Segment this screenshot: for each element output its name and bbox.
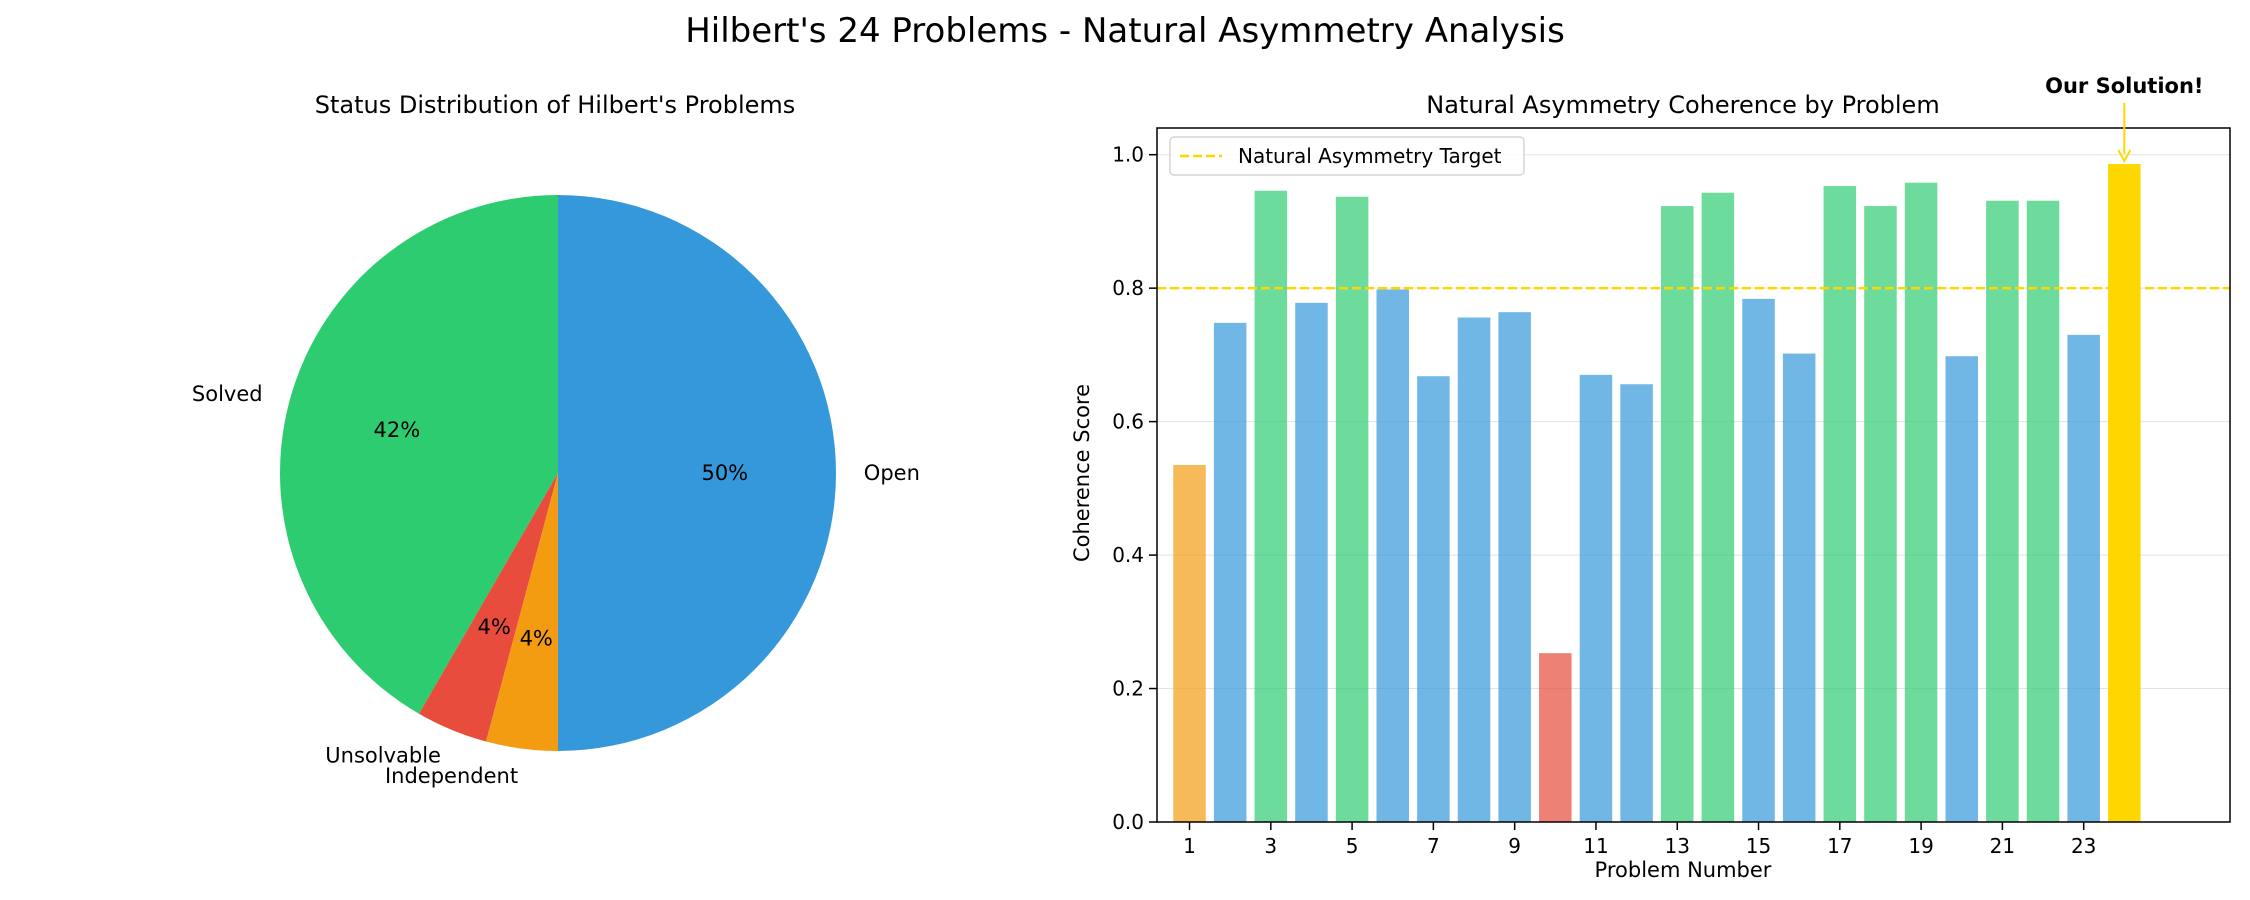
figure-title: Hilbert's 24 Problems - Natural Asymmetr…: [685, 11, 1565, 51]
pie-label-independent: Independent: [385, 764, 518, 788]
bar-problem-12: [1620, 384, 1653, 822]
bar-problem-18: [1864, 206, 1897, 822]
y-tick-label: 0.6: [1112, 410, 1144, 434]
y-tick-label: 1.0: [1112, 143, 1144, 167]
x-tick-label: 19: [1908, 834, 1933, 858]
bar-problem-4: [1295, 302, 1328, 823]
pie-slices: [280, 195, 836, 751]
bar-problem-20: [1945, 356, 1979, 822]
bar-problem-13: [1660, 206, 1694, 822]
pie-slice-open: [558, 195, 836, 751]
x-axis-label: Problem Number: [1595, 858, 1772, 882]
pie-label-unsolvable: Unsolvable: [325, 744, 441, 768]
pie-chart: Status Distribution of Hilbert's Problem…: [192, 91, 920, 788]
bar-chart-title: Natural Asymmetry Coherence by Problem: [1426, 91, 1939, 119]
bar-series: [1173, 164, 2141, 823]
x-tick-label: 13: [1665, 834, 1690, 858]
bar-problem-9: [1498, 312, 1531, 822]
x-tick-label: 11: [1583, 834, 1608, 858]
bar-problem-7: [1417, 376, 1450, 822]
y-tick-label: 0.4: [1112, 543, 1144, 567]
y-tick-label: 0.0: [1112, 810, 1144, 834]
y-axis-label: Coherence Score: [1070, 384, 1094, 562]
annotation: Our Solution!: [2045, 74, 2204, 164]
bar-problem-5: [1335, 196, 1369, 823]
annotation-arrow-head: [2117, 149, 2132, 164]
x-tick-label: 15: [1746, 834, 1771, 858]
x-tick-label: 3: [1264, 834, 1277, 858]
bar-problem-10: [1539, 653, 1572, 822]
x-tick-label: 7: [1427, 834, 1440, 858]
x-tick-label: 21: [1990, 834, 2015, 858]
bar-problem-16: [1782, 353, 1816, 822]
annotation-label: Our Solution!: [2045, 74, 2203, 98]
x-tick-label: 23: [2071, 834, 2096, 858]
x-tick-label: 5: [1346, 834, 1359, 858]
y-tick-label: 0.2: [1112, 677, 1144, 701]
bar-problem-1: [1173, 464, 1206, 822]
legend-label-target: Natural Asymmetry Target: [1238, 144, 1502, 168]
x-tick-label: 1: [1183, 834, 1196, 858]
bar-problem-21: [1986, 200, 2019, 822]
x-axis-ticks: 1 3 5 7 9 11 13 15 17 19 21 23: [1183, 822, 2096, 858]
pie-pct-independent: 4%: [520, 626, 553, 650]
pie-label-open: Open: [864, 461, 920, 485]
bar-problem-22: [2026, 200, 2060, 822]
x-tick-label: 17: [1827, 834, 1852, 858]
pie-labels: Solved 42% Unsolvable 4% Independent 4% Open 50…: [192, 382, 920, 788]
bar-problem-15: [1742, 298, 1775, 822]
x-tick-label: 9: [1508, 834, 1521, 858]
bar-problem-23: [2067, 334, 2100, 822]
pie-slice-independent: [486, 473, 558, 751]
pie-pct-unsolvable: 4%: [478, 615, 511, 639]
bar-problem-2: [1213, 322, 1247, 822]
pie-slice-solved: [280, 195, 558, 714]
bar-problem-11: [1579, 374, 1613, 822]
y-axis-ticks: 0.0 0.2 0.4 0.6 0.8 1.0: [1112, 143, 1157, 834]
bar-problem-6: [1376, 289, 1409, 822]
pie-chart-title: Status Distribution of Hilbert's Problem…: [315, 91, 796, 119]
y-tick-label: 0.8: [1112, 276, 1144, 300]
legend-box: [1169, 136, 1525, 176]
legend: Natural Asymmetry Target: [1169, 136, 1525, 176]
pie-label-solved: Solved: [192, 382, 263, 406]
bar-problem-14: [1701, 192, 1735, 822]
bar-axes-frame: [1156, 127, 2231, 823]
bar-chart: Natural Asymmetry Coherence by Problem 0…: [1070, 74, 2231, 882]
bar-problem-3: [1254, 190, 1288, 822]
bar-highlight-solution: [2108, 164, 2141, 823]
pie-slice-unsolvable: [419, 473, 558, 742]
bar-problem-19: [1904, 182, 1938, 822]
pie-pct-solved: 42%: [374, 418, 421, 442]
bar-problem-8: [1457, 317, 1491, 822]
bar-problem-17: [1823, 186, 1857, 822]
pie-pct-open: 50%: [701, 461, 748, 485]
